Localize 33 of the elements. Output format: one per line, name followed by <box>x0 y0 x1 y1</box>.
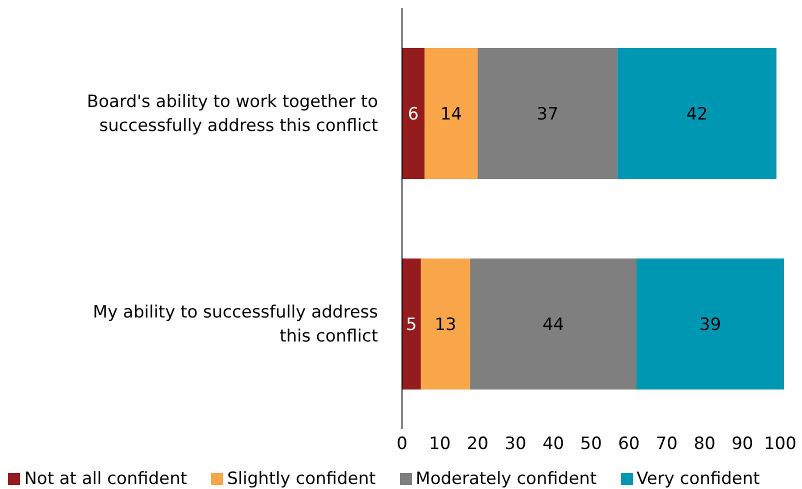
x-tick-label: 80 <box>694 434 716 454</box>
x-tick-label: 90 <box>732 434 754 454</box>
bar <box>424 48 478 179</box>
legend-label: Very confident <box>636 469 760 489</box>
bar <box>478 48 618 179</box>
legend-label: Moderately confident <box>416 469 597 489</box>
data-label: 42 <box>686 104 708 125</box>
bar <box>420 258 470 390</box>
x-tick-label: 40 <box>542 434 564 454</box>
data-label: 44 <box>542 315 564 336</box>
x-tick-label: 20 <box>466 434 488 454</box>
data-label: 14 <box>440 104 462 125</box>
data-label: 5 <box>406 315 417 336</box>
data-label: 39 <box>699 315 722 336</box>
x-tick-label: 70 <box>656 434 678 454</box>
y-tick-label: My ability to successfully address this conflict <box>92 302 378 347</box>
legend-label: Not at all confident <box>24 469 188 489</box>
x-tick-label: 0 <box>396 434 408 454</box>
bar <box>636 258 784 390</box>
x-tick-label: 10 <box>429 434 451 454</box>
data-label: 13 <box>434 315 456 336</box>
legend-label: Slightly confident <box>227 469 376 489</box>
x-tick-label: 30 <box>504 434 526 454</box>
data-label: 6 <box>408 104 419 125</box>
bar <box>470 258 636 390</box>
bar <box>618 48 776 179</box>
y-tick-label: Board's ability to work together to successfully address this conflict <box>86 92 378 136</box>
x-tick-label: 50 <box>580 434 602 454</box>
x-tick-label: 100 <box>764 434 796 454</box>
data-label: 37 <box>536 104 558 125</box>
bar <box>402 48 425 179</box>
bar <box>402 258 421 390</box>
x-tick-label: 60 <box>618 434 640 454</box>
